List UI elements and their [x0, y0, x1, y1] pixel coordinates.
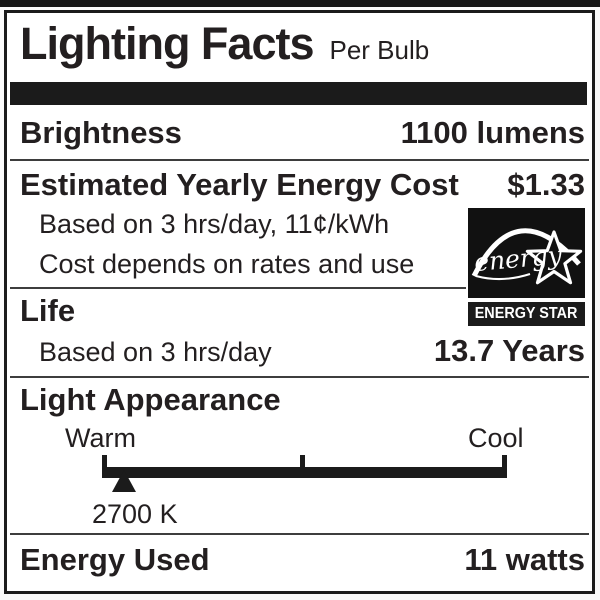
- brightness-row: Brightness 1100 lumens: [20, 115, 585, 150]
- page-title: Lighting Facts: [20, 18, 314, 69]
- life-note-basis: Based on 3 hrs/day: [39, 337, 272, 367]
- energy-used-label: Energy Used: [20, 542, 210, 577]
- lighting-facts-label: Lighting Facts Per Bulb Brightness 1100 …: [4, 10, 595, 594]
- life-row: Based on 3 hrs/day 13.7 Years: [20, 333, 585, 368]
- label-header: Lighting Facts Per Bulb: [20, 18, 585, 70]
- energy-star-badge: ENERGY STAR: [468, 302, 585, 326]
- life-label: Life: [20, 293, 76, 328]
- scale-tick-left: [102, 455, 107, 468]
- life-value: 13.7 Years: [433, 333, 585, 368]
- brightness-value: 1100 lumens: [400, 115, 585, 150]
- scale-tick-right: [502, 455, 507, 468]
- energy-star-badge-text: ENERGY STAR: [475, 305, 578, 322]
- energy-cost-row: Estimated Yearly Energy Cost $1.33: [20, 167, 585, 202]
- energy-used-value: 11 watts: [464, 542, 585, 577]
- brightness-label: Brightness: [20, 115, 182, 150]
- section-divider: [10, 376, 589, 378]
- energy-cost-note-basis: Based on 3 hrs/day, 11¢/kWh: [39, 209, 390, 239]
- kelvin-value: 2700 K: [92, 499, 178, 529]
- energy-cost-note-rates: Cost depends on rates and use: [39, 249, 415, 279]
- top-black-strip: [0, 0, 600, 7]
- scale-tick-middle: [300, 455, 305, 468]
- per-bulb-label: Per Bulb: [329, 35, 430, 65]
- energy-cost-value: $1.33: [507, 167, 585, 202]
- energy-cost-label: Estimated Yearly Energy Cost: [20, 167, 459, 202]
- energy-star-logo: energy ENERGY STAR: [468, 208, 585, 326]
- light-appearance-label: Light Appearance: [20, 382, 281, 417]
- warm-label: Warm: [65, 423, 136, 453]
- title-divider-bar: [10, 82, 587, 105]
- section-divider: [10, 159, 589, 161]
- section-divider: [10, 533, 589, 535]
- scale-marker-triangle-icon: [112, 470, 136, 492]
- section-divider: [10, 287, 466, 289]
- cool-label: Cool: [468, 423, 524, 453]
- color-temperature-scale: [102, 467, 507, 478]
- energy-used-row: Energy Used 11 watts: [20, 542, 585, 577]
- energy-star-mark-icon: energy: [468, 208, 585, 298]
